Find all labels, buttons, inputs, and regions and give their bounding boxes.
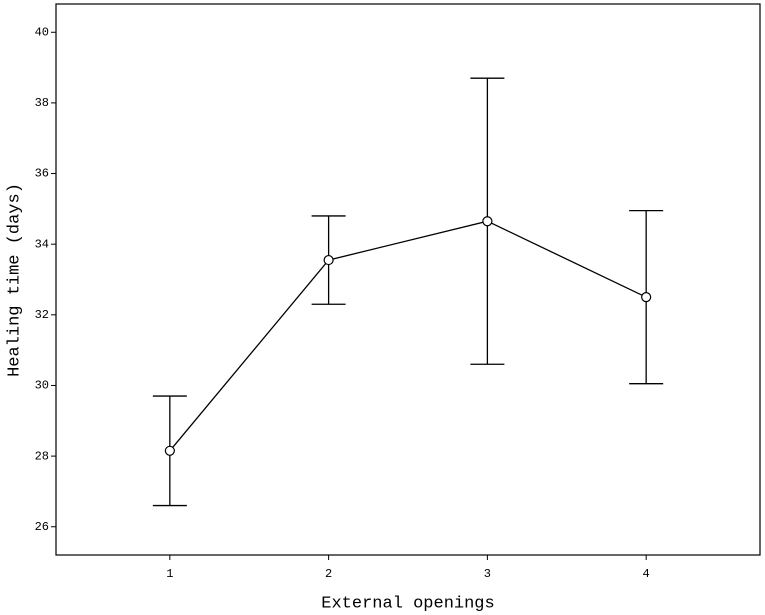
data-point: [641, 292, 652, 303]
y-tick-label: 26: [35, 520, 49, 534]
x-tick-label: 3: [484, 567, 491, 581]
data-point: [482, 216, 493, 227]
y-tick-label: 32: [35, 308, 49, 322]
y-tick-label: 34: [35, 237, 49, 251]
x-tick-label: 2: [325, 567, 332, 581]
x-tick-label: 1: [166, 567, 173, 581]
data-point: [323, 254, 334, 266]
y-tick-label: 30: [35, 379, 49, 393]
plot-frame: [55, 3, 761, 556]
y-tick-label: 28: [35, 449, 49, 463]
x-axis-title: External openings: [321, 594, 494, 613]
y-axis-title: Healing time (days): [5, 183, 24, 377]
data-line: [169, 220, 647, 452]
y-tick-label: 40: [35, 25, 49, 39]
data-point: [164, 445, 175, 456]
x-tick-label: 4: [643, 567, 650, 581]
y-tick-label: 36: [35, 167, 49, 181]
y-tick-label: 38: [35, 96, 49, 110]
